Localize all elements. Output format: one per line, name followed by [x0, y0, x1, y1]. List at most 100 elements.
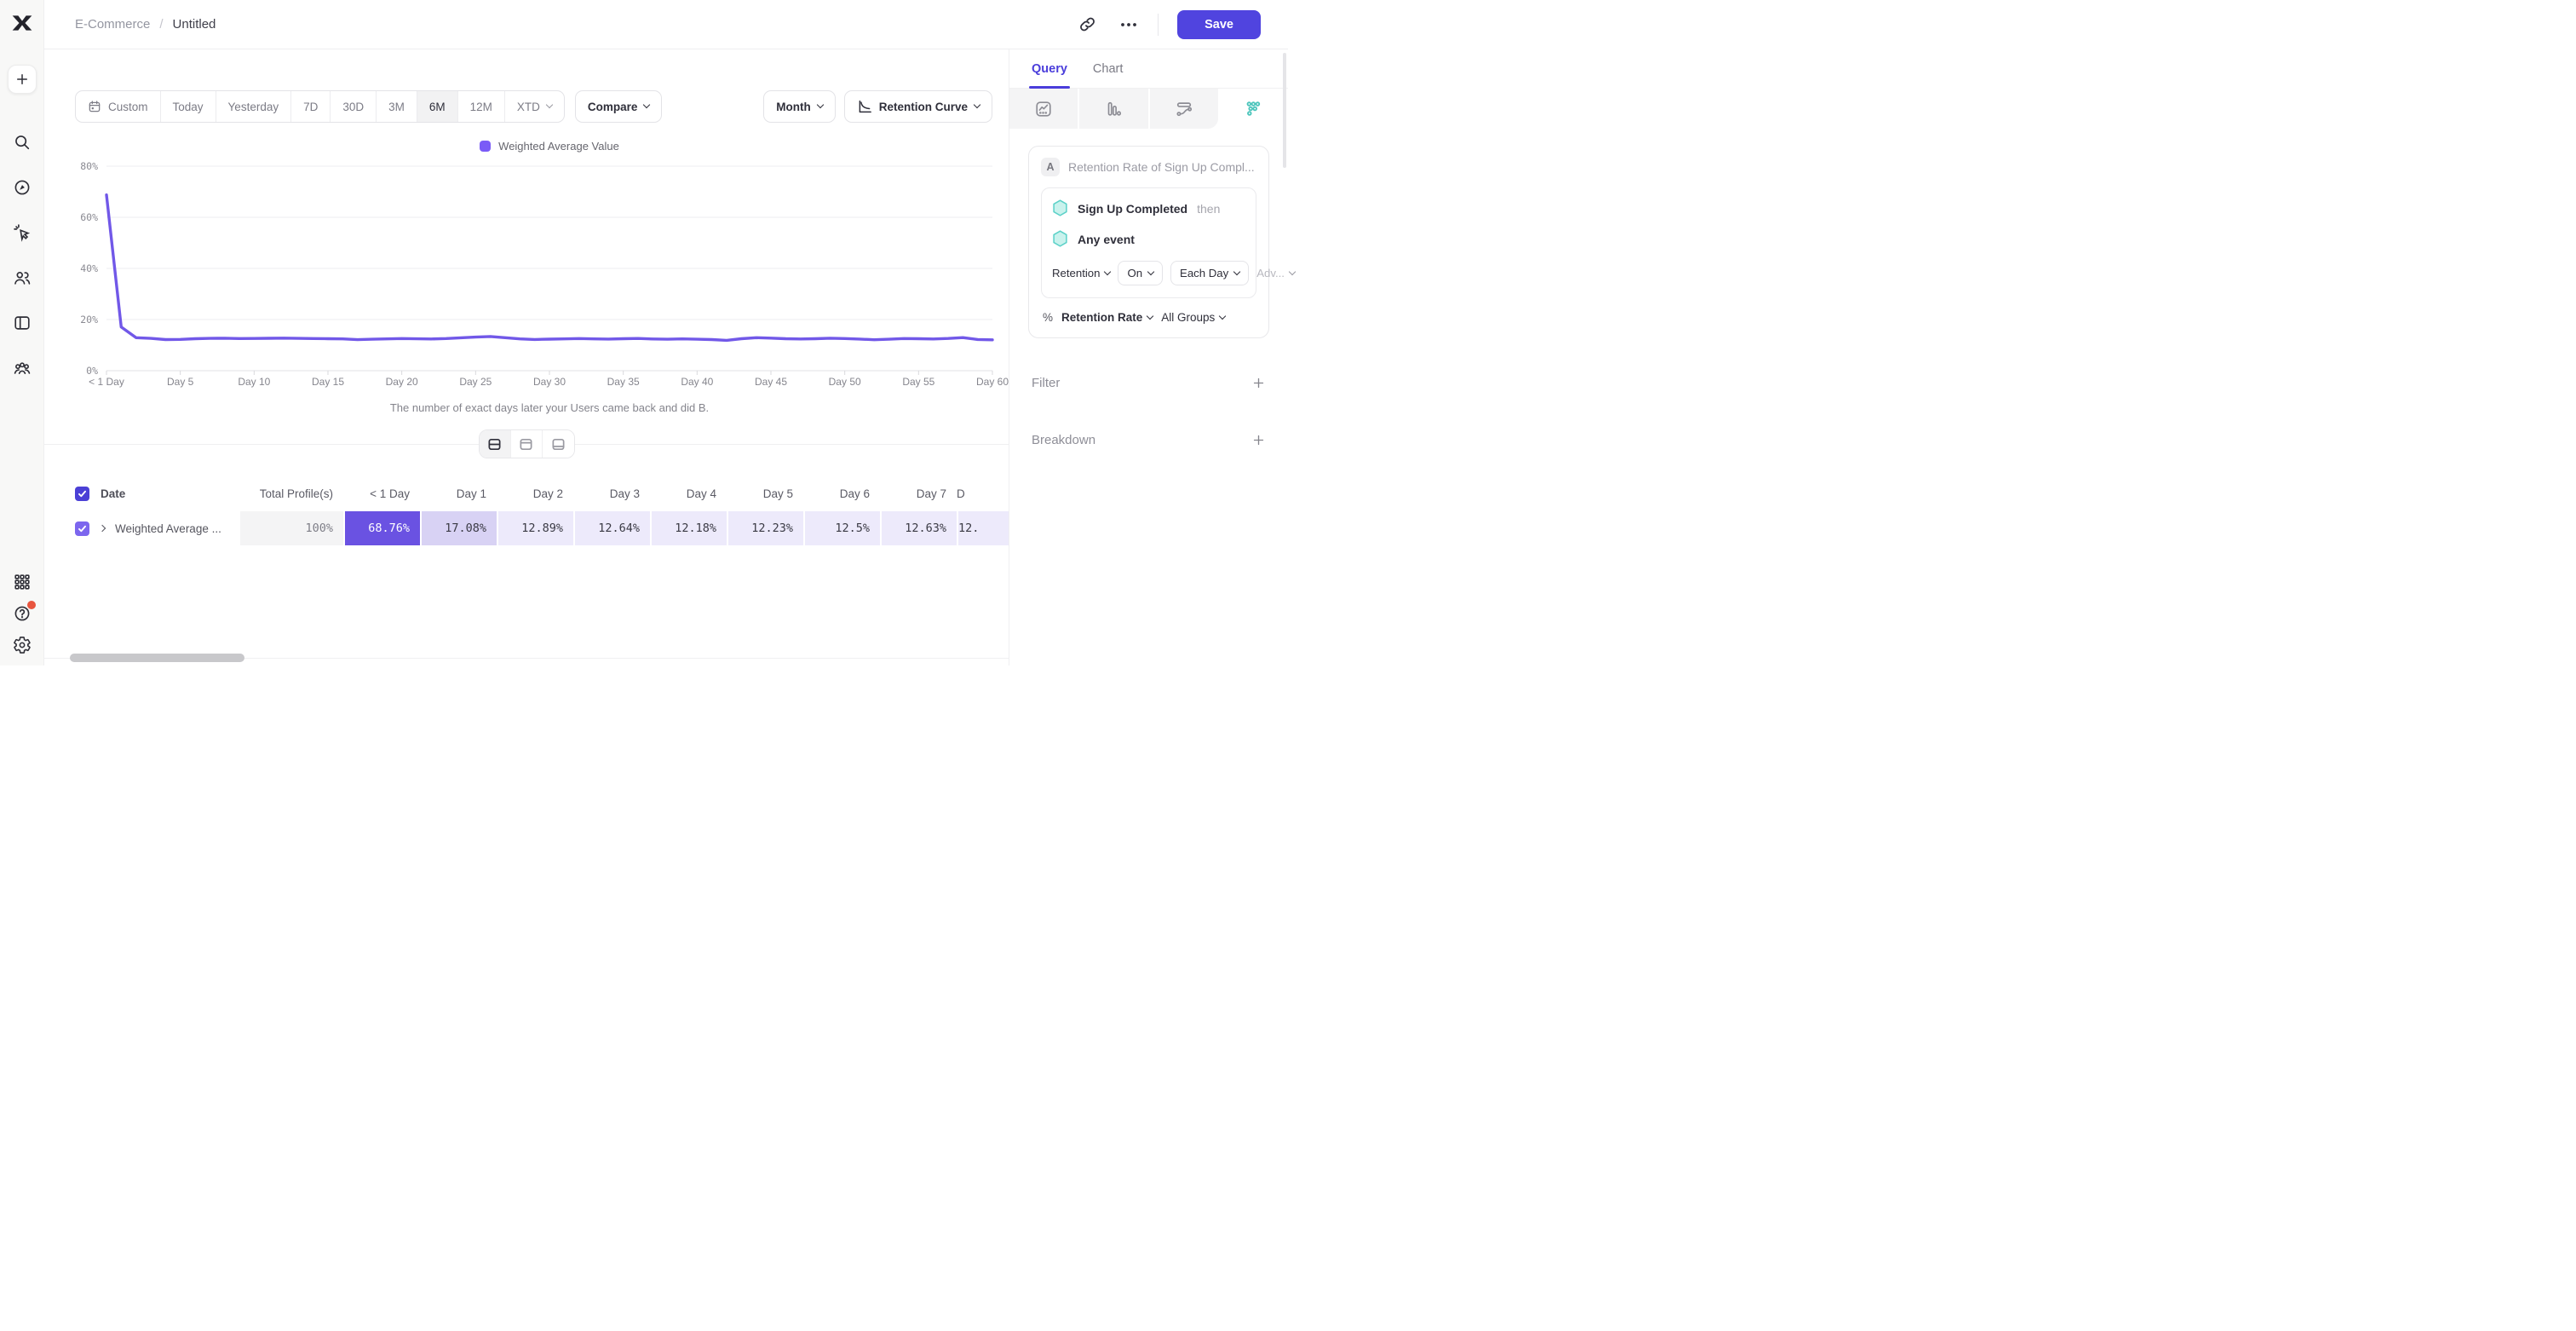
date-range-6m-active[interactable]: 6M [417, 91, 458, 122]
row-expander-chevron[interactable] [98, 524, 106, 533]
chart-legend[interactable]: Weighted Average Value [106, 140, 992, 153]
date-range-today[interactable]: Today [161, 91, 216, 122]
panel-scrollbar-thumb[interactable] [1283, 53, 1286, 168]
return-event-row[interactable]: Any event [1052, 230, 1245, 248]
apps-grid-icon[interactable] [12, 572, 32, 592]
compass-icon[interactable] [12, 177, 32, 198]
mixpanel-logo-icon[interactable] [11, 12, 33, 34]
column-header[interactable]: Day 3 [609, 487, 640, 500]
column-header[interactable]: Day 4 [686, 487, 716, 500]
main-content: Custom Today Yesterday 7D 30D 3M 6M 12M … [44, 49, 1009, 666]
layout-view-toggle [478, 429, 575, 458]
x-axis-tick-label: < 1 Day [89, 376, 124, 388]
retention-icon [1246, 101, 1261, 116]
retention-type-dropdown[interactable]: Retention [1052, 267, 1112, 279]
chevron-down-icon [1219, 312, 1227, 320]
tab-chart[interactable]: Chart [1092, 61, 1124, 76]
select-all-checkbox[interactable] [75, 486, 89, 501]
compare-button[interactable]: Compare [574, 90, 663, 123]
tab-query[interactable]: Query [1029, 49, 1070, 89]
retention-cell[interactable]: 68.76% [343, 511, 420, 545]
on-dropdown[interactable]: On [1118, 261, 1164, 285]
metric-prefix: % [1043, 311, 1054, 324]
total-profiles-cell[interactable]: 100% [239, 511, 343, 545]
granularity-dropdown[interactable]: Month [763, 90, 836, 123]
more-options-ellipsis-icon[interactable] [1120, 22, 1137, 27]
x-axis-tick-label: Day 50 [828, 376, 861, 388]
chevron-down-icon [1104, 268, 1112, 275]
cohorts-icon[interactable] [12, 358, 32, 378]
cursor-click-icon[interactable] [12, 222, 32, 243]
bucket-size-dropdown[interactable]: Each Day [1170, 261, 1250, 285]
date-range-3m[interactable]: 3M [377, 91, 417, 122]
help-icon[interactable] [12, 601, 36, 624]
retention-cell[interactable]: 12.23% [727, 511, 803, 545]
first-event-row[interactable]: Sign Up Completed then [1052, 199, 1245, 217]
row-label[interactable]: Weighted Average ... [115, 521, 221, 535]
advanced-dropdown[interactable]: Adv... [1256, 267, 1297, 279]
add-breakdown-button[interactable] [1251, 433, 1266, 447]
retention-curve-icon [859, 100, 871, 113]
column-header[interactable]: Day 5 [762, 487, 793, 500]
add-filter-button[interactable] [1251, 376, 1266, 390]
split-view-button[interactable] [479, 430, 511, 458]
date-range-yesterday[interactable]: Yesterday [216, 91, 292, 122]
y-axis-labels: 80% 60% 40% 20% 0% [80, 160, 98, 377]
date-range-custom[interactable]: Custom [76, 91, 161, 122]
metric-dropdown[interactable]: Retention Rate [1061, 311, 1154, 324]
retention-cell[interactable]: 17.08% [420, 511, 497, 545]
users-icon[interactable] [12, 268, 32, 288]
flows-report-button[interactable] [1149, 89, 1218, 129]
column-header[interactable]: < 1 Day [370, 487, 410, 500]
column-header[interactable]: Day 2 [532, 487, 563, 500]
date-range-xtd[interactable]: XTD [505, 91, 564, 122]
create-new-button[interactable] [7, 65, 37, 94]
date-range-30d[interactable]: 30D [331, 91, 377, 122]
retention-series-line [106, 195, 992, 341]
retention-report-button[interactable] [1217, 89, 1288, 129]
calendar-icon [89, 101, 101, 112]
groups-dropdown[interactable]: All Groups [1161, 311, 1227, 324]
column-header[interactable]: Total Profile(s) [259, 487, 333, 500]
retention-cell[interactable]: 12.5% [803, 511, 880, 545]
table-only-view-button[interactable] [542, 430, 574, 458]
copy-link-icon[interactable] [1078, 15, 1096, 33]
x-axis-tick-label: Day 30 [532, 376, 566, 388]
retention-cell[interactable]: 12.18% [650, 511, 727, 545]
filter-section: Filter [1028, 376, 1269, 390]
column-header-clipped[interactable]: D [957, 487, 965, 500]
query-builder-card: A Retention Rate of Sign Up Compl... Sig… [1028, 146, 1297, 338]
query-panel: Query Chart A Retention Rate of Sign Up … [1009, 49, 1297, 666]
search-icon[interactable] [12, 132, 32, 153]
funnels-report-button[interactable] [1079, 89, 1150, 129]
date-column-header[interactable]: Date [101, 487, 126, 500]
breadcrumb-report-title[interactable]: Untitled [172, 17, 216, 32]
retention-cell[interactable]: 12.89% [497, 511, 573, 545]
top-pane-view-icon [520, 438, 532, 450]
boards-icon[interactable] [12, 313, 32, 333]
x-axis-tick-label: Day 20 [385, 376, 418, 388]
panel-tabs: Query Chart [1009, 49, 1288, 89]
save-button[interactable]: Save [1177, 9, 1261, 39]
event-steps-card: Sign Up Completed then Any event Retenti… [1041, 187, 1297, 298]
split-view-icon [488, 438, 501, 450]
column-header[interactable]: Day 7 [916, 487, 946, 500]
row-checkbox[interactable] [75, 521, 89, 536]
retention-cell-clipped[interactable]: 12. [957, 511, 1009, 545]
column-header[interactable]: Day 6 [839, 487, 870, 500]
column-header[interactable]: Day 1 [456, 487, 486, 500]
settings-gear-icon[interactable] [12, 635, 32, 655]
chart-type-dropdown[interactable]: Retention Curve [843, 90, 992, 123]
query-title-input[interactable]: Retention Rate of Sign Up Compl... [1068, 160, 1255, 174]
retention-cell[interactable]: 12.63% [880, 511, 957, 545]
chart-plot-area[interactable] [106, 166, 992, 371]
date-range-12m[interactable]: 12M [458, 91, 505, 122]
chart-only-view-button[interactable] [510, 430, 543, 458]
insights-report-button[interactable] [1009, 89, 1080, 129]
x-axis-tick-label: Day 15 [311, 376, 345, 388]
retention-cell[interactable]: 12.64% [573, 511, 650, 545]
horizontal-scrollbar-thumb[interactable] [70, 654, 244, 662]
series-a-badge: A [1041, 158, 1060, 176]
date-range-7d[interactable]: 7D [291, 91, 331, 122]
breadcrumb-project[interactable]: E-Commerce [75, 17, 151, 32]
